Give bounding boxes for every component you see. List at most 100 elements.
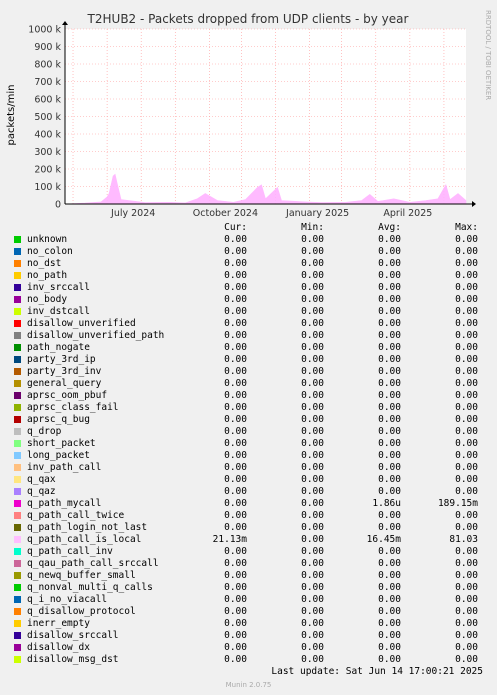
- legend-label: disallow_unverified: [27, 318, 136, 329]
- legend-row: disallow_unverified 0.00 0.00 0.00 0.00: [0, 318, 497, 330]
- legend-value-cur: 0.00: [224, 294, 247, 305]
- legend-swatch: [14, 416, 21, 423]
- legend-row: inerr_empty 0.00 0.00 0.00 0.00: [0, 618, 497, 630]
- y-tick-label: 300 k: [34, 147, 61, 158]
- legend-swatch: [14, 524, 21, 531]
- legend-row: aprsc_q_bug 0.00 0.00 0.00 0.00: [0, 414, 497, 426]
- last-update: Last update: Sat Jun 14 17:00:21 2025: [271, 666, 483, 677]
- grid: [65, 28, 466, 204]
- legend-label: no_dst: [27, 258, 62, 269]
- legend-value-min: 0.00: [301, 306, 324, 317]
- legend-value-avg: 0.00: [378, 570, 401, 581]
- legend-swatch: [14, 380, 21, 387]
- y-tick-label: 0: [55, 200, 61, 211]
- legend-value-min: 0.00: [301, 630, 324, 641]
- legend-row: inv_dstcall 0.00 0.00 0.00 0.00: [0, 306, 497, 318]
- legend-row: no_colon 0.00 0.00 0.00 0.00: [0, 246, 497, 258]
- legend-label: inv_srccall: [27, 282, 90, 293]
- series-layer: [64, 173, 467, 205]
- legend-value-avg: 0.00: [378, 234, 401, 245]
- legend-row: no_dst 0.00 0.00 0.00 0.00: [0, 258, 497, 270]
- legend-row: path_nogate 0.00 0.00 0.00 0.00: [0, 342, 497, 354]
- legend-value-min: 0.00: [301, 378, 324, 389]
- legend-value-avg: 0.00: [378, 522, 401, 533]
- legend-value-cur: 0.00: [224, 270, 247, 281]
- legend-value-min: 0.00: [301, 582, 324, 593]
- legend-value-cur: 0.00: [224, 522, 247, 533]
- legend-value-max: 0.00: [455, 402, 478, 413]
- y-tick-label: 1000 k: [28, 25, 61, 36]
- legend-label: q_qaz: [27, 486, 56, 497]
- chart-title: T2HUB2 - Packets dropped from UDP client…: [87, 12, 409, 26]
- legend-row: q_qau_path_call_srccall 0.00 0.00 0.00 0.00: [0, 558, 497, 570]
- legend-value-max: 0.00: [455, 594, 478, 605]
- legend-row: q_i_no_viacall 0.00 0.00 0.00 0.00: [0, 594, 497, 606]
- legend-value-max: 0.00: [455, 390, 478, 401]
- legend-value-avg: 0.00: [378, 510, 401, 521]
- legend-value-max: 0.00: [455, 258, 478, 269]
- legend-swatch: [14, 548, 21, 555]
- legend-value-avg: 0.00: [378, 618, 401, 629]
- y-tick-label: 900 k: [34, 42, 61, 53]
- legend-value-min: 0.00: [301, 318, 324, 329]
- legend-label: disallow_dx: [27, 642, 90, 653]
- legend-value-avg: 0.00: [378, 450, 401, 461]
- legend-value-avg: 0.00: [378, 582, 401, 593]
- legend-value-cur: 0.00: [224, 378, 247, 389]
- legend-value-min: 0.00: [301, 546, 324, 557]
- legend-row: q_qax 0.00 0.00 0.00 0.00: [0, 474, 497, 486]
- y-tick-label: 500 k: [34, 112, 61, 123]
- legend-value-max: 0.00: [455, 606, 478, 617]
- legend-row: unknown 0.00 0.00 0.00 0.00: [0, 234, 497, 246]
- legend-value-cur: 0.00: [224, 414, 247, 425]
- legend-label: q_path_login_not_last: [27, 522, 148, 533]
- legend-row: q_disallow_protocol 0.00 0.00 0.00 0.00: [0, 606, 497, 618]
- legend-value-min: 0.00: [301, 474, 324, 485]
- legend-label: q_drop: [27, 426, 62, 437]
- legend-value-max: 0.00: [455, 366, 478, 377]
- legend-row: q_path_mycall 0.00 0.00 1.86u 189.15m: [0, 498, 497, 510]
- legend-value-min: 0.00: [301, 570, 324, 581]
- axes: [62, 21, 476, 207]
- legend-label: aprsc_oom_pbuf: [27, 390, 108, 401]
- legend-row: q_path_login_not_last 0.00 0.00 0.00 0.00: [0, 522, 497, 534]
- legend-value-avg: 1.86u: [372, 498, 401, 509]
- legend-label: q_nonval_multi_q_calls: [27, 582, 153, 593]
- legend-value-cur: 0.00: [224, 654, 247, 665]
- x-tick-label: October 2024: [193, 208, 258, 219]
- series-area: [64, 173, 467, 205]
- legend-label: q_i_no_viacall: [27, 594, 108, 605]
- legend-swatch: [14, 428, 21, 435]
- legend-value-cur: 0.00: [224, 486, 247, 497]
- legend-swatch: [14, 452, 21, 459]
- legend-value-avg: 0.00: [378, 606, 401, 617]
- legend-row: disallow_unverified_path 0.00 0.00 0.00 0.00: [0, 330, 497, 342]
- legend-label: path_nogate: [27, 342, 90, 353]
- legend-value-min: 0.00: [301, 246, 324, 257]
- legend-value-max: 0.00: [455, 522, 478, 533]
- legend-value-cur: 0.00: [224, 342, 247, 353]
- legend-row: long_packet 0.00 0.00 0.00 0.00: [0, 450, 497, 462]
- y-axis: 0 100 k 200 k 300 k 400 k 500 k 600 k 700 k 800 …: [28, 25, 61, 211]
- legend-value-avg: 0.00: [378, 558, 401, 569]
- legend-value-min: 0.00: [301, 282, 324, 293]
- legend-label: disallow_msg_dst: [27, 654, 119, 665]
- x-axis: July 2024 October 2024 January 2025 April 2…: [110, 208, 432, 219]
- legend-row: short_packet 0.00 0.00 0.00 0.00: [0, 438, 497, 450]
- legend-swatch: [14, 584, 21, 591]
- legend-swatch: [14, 476, 21, 483]
- legend-value-max: 0.00: [455, 630, 478, 641]
- legend-value-cur: 0.00: [224, 450, 247, 461]
- chart: T2HUB2 - Packets dropped from UDP client…: [6, 10, 492, 219]
- legend-value-avg: 0.00: [378, 378, 401, 389]
- legend-value-min: 0.00: [301, 270, 324, 281]
- legend-value-avg: 0.00: [378, 486, 401, 497]
- legend-swatch: [14, 464, 21, 471]
- legend-label: inv_path_call: [27, 462, 102, 473]
- legend-value-max: 0.00: [455, 294, 478, 305]
- legend-value-avg: 0.00: [378, 270, 401, 281]
- legend-value-avg: 0.00: [378, 642, 401, 653]
- legend-swatch: [14, 644, 21, 651]
- legend-swatch: [14, 404, 21, 411]
- legend-label: long_packet: [27, 450, 90, 461]
